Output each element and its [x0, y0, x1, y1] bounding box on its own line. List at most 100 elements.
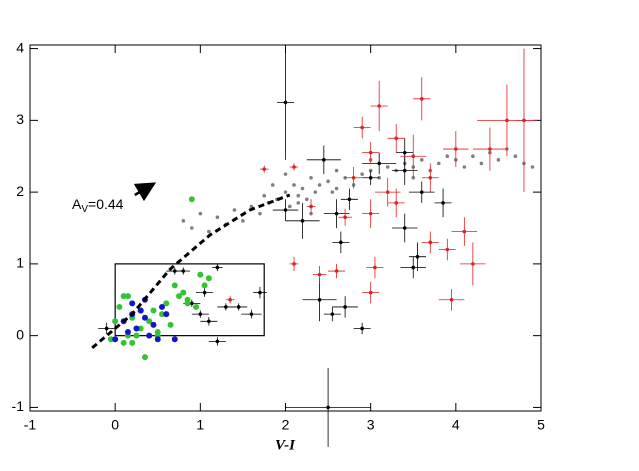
point	[141, 314, 148, 321]
point	[402, 168, 407, 173]
point	[441, 201, 445, 205]
point	[270, 183, 275, 187]
point	[377, 161, 381, 166]
point	[522, 118, 526, 123]
annotation-text: A	[72, 196, 82, 212]
point	[462, 165, 467, 169]
point	[360, 326, 364, 331]
point	[343, 305, 347, 309]
point	[150, 307, 157, 314]
point	[428, 240, 433, 245]
point	[449, 297, 454, 302]
point	[159, 303, 166, 310]
point	[419, 190, 424, 194]
point	[292, 262, 296, 266]
reddening-track	[91, 193, 291, 349]
point	[334, 211, 339, 216]
point	[133, 332, 140, 339]
point	[116, 303, 123, 310]
point	[172, 269, 177, 273]
point	[513, 154, 518, 159]
point	[107, 336, 114, 343]
point	[326, 405, 330, 410]
point	[146, 318, 153, 325]
annotation-sub: V	[81, 204, 88, 215]
x-tick-label: -1	[24, 417, 37, 433]
point	[283, 172, 288, 176]
point	[207, 319, 211, 324]
point	[181, 219, 186, 223]
selection-box	[114, 263, 265, 337]
point	[202, 290, 207, 295]
point	[184, 300, 191, 307]
point	[530, 165, 535, 169]
point	[445, 154, 450, 159]
point	[296, 193, 301, 198]
point	[197, 271, 204, 278]
point	[283, 100, 288, 105]
point	[198, 312, 203, 316]
reddening-arrow	[133, 182, 157, 202]
point	[150, 321, 157, 328]
point	[112, 318, 119, 325]
point	[368, 150, 373, 155]
point	[300, 186, 305, 191]
y-tick-label: 0	[16, 326, 24, 342]
point	[377, 175, 381, 180]
point	[232, 208, 237, 212]
point	[330, 190, 335, 194]
point	[300, 219, 305, 223]
point	[262, 167, 267, 171]
x-tick-label: 2	[282, 417, 290, 433]
point	[236, 305, 241, 309]
point	[402, 150, 407, 155]
y-tick-label: 2	[16, 183, 24, 199]
point	[171, 282, 178, 289]
point	[445, 247, 450, 252]
point	[181, 269, 186, 273]
point	[402, 226, 407, 230]
point	[462, 229, 467, 234]
y-tick-label: 1	[16, 255, 24, 271]
point	[373, 265, 377, 270]
point	[394, 201, 399, 205]
point	[163, 311, 170, 318]
point	[258, 211, 262, 216]
point	[309, 204, 313, 209]
point	[207, 229, 211, 234]
point	[411, 154, 416, 159]
point	[201, 282, 208, 289]
point	[505, 118, 509, 123]
point	[249, 204, 254, 209]
annotation-rest: =0.44	[88, 196, 124, 212]
point	[322, 158, 326, 162]
y-tick-label: 3	[16, 111, 24, 127]
point	[224, 305, 228, 309]
point	[415, 254, 420, 259]
point	[133, 325, 140, 332]
point	[215, 265, 220, 270]
annotation: AV=0.44	[72, 196, 124, 215]
point	[120, 339, 127, 346]
point	[471, 262, 475, 266]
point	[368, 175, 373, 180]
point	[385, 190, 390, 194]
x-tick-label: 5	[537, 417, 545, 433]
point	[419, 158, 424, 162]
point	[137, 307, 144, 314]
x-tick-label: 4	[452, 417, 460, 433]
point	[141, 354, 148, 361]
point	[496, 158, 501, 162]
point	[334, 269, 339, 273]
point	[326, 179, 330, 184]
point	[296, 201, 301, 205]
point	[368, 290, 373, 295]
point	[411, 265, 416, 270]
point	[241, 219, 245, 223]
point	[368, 211, 373, 216]
point	[309, 175, 313, 180]
point	[292, 183, 296, 187]
point	[198, 211, 203, 216]
point	[419, 97, 424, 101]
